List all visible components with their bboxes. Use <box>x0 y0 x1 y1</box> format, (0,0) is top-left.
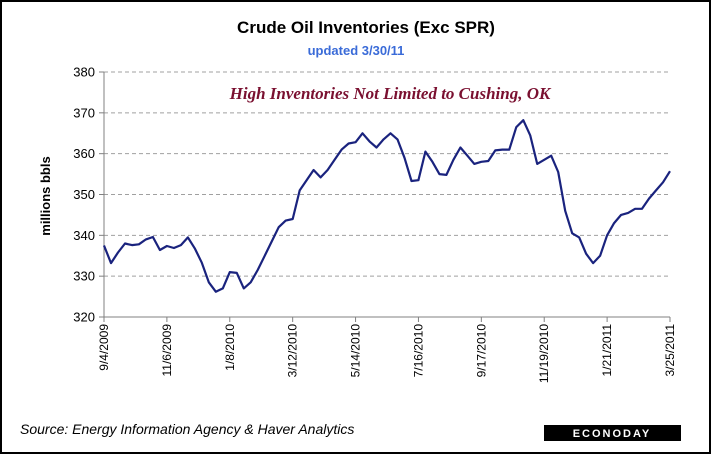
y-tick-label: 360 <box>73 146 95 161</box>
econoday-logo: ECONODAY <box>544 425 681 441</box>
x-tick-label: 3/25/2011 <box>663 324 677 377</box>
y-tick-label: 340 <box>73 228 95 243</box>
y-tick-label: 320 <box>73 310 95 325</box>
logo-background <box>544 425 681 441</box>
y-axis-ticks: 320 330 340 350 360 370 380 <box>73 65 104 325</box>
x-tick-label: 1/8/2010 <box>223 324 237 371</box>
chart-title: Crude Oil Inventories (Exc SPR) <box>237 18 495 37</box>
chart-annotation: High Inventories Not Limited to Cushing,… <box>229 84 552 103</box>
x-tick-label: 3/12/2010 <box>286 324 300 378</box>
y-tick-label: 350 <box>73 187 95 202</box>
x-tick-label: 5/14/2010 <box>349 324 363 378</box>
series-line <box>102 119 671 293</box>
x-axis-ticks: 9/4/2009 11/6/2009 1/8/2010 3/12/2010 5/14/2… <box>97 317 677 383</box>
x-tick-label: 9/17/2010 <box>474 324 488 378</box>
y-axis-label: millions bbls <box>38 156 53 235</box>
x-tick-label: 11/6/2009 <box>160 324 174 377</box>
y-tick-label: 330 <box>73 269 95 284</box>
x-tick-label: 9/4/2009 <box>97 324 111 371</box>
y-tick-label: 380 <box>73 65 95 80</box>
x-tick-label: 7/16/2010 <box>411 324 425 378</box>
source-note: Source: Energy Information Agency & Have… <box>20 421 354 437</box>
y-tick-label: 370 <box>73 105 95 120</box>
x-tick-label: 1/21/2011 <box>600 324 614 377</box>
logo-text: ECONODAY <box>573 428 652 440</box>
x-tick-label: 11/19/2010 <box>537 324 551 383</box>
chart-subtitle: updated 3/30/11 <box>308 43 405 58</box>
